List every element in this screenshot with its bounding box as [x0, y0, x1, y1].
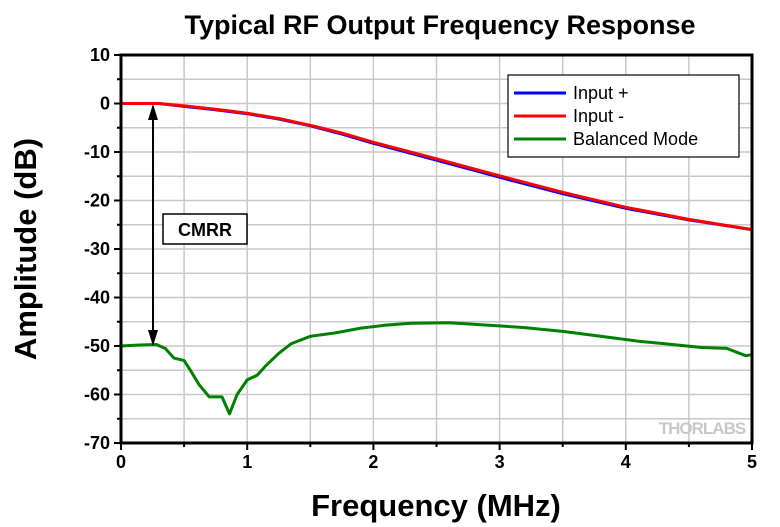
x-axis-label: Frequency (MHz) [311, 488, 561, 523]
series-line-balanced-mode [120, 321, 753, 416]
series-lines [120, 102, 753, 416]
thorlabs-watermark: THORLABS [659, 419, 746, 438]
cmrr-annotation: CMRR [148, 104, 248, 346]
cmrr-box [162, 213, 248, 245]
y-tick-label: -70 [84, 433, 110, 453]
arrow-head-up [148, 104, 158, 120]
y-tick-label: 10 [90, 45, 110, 65]
y-tick-label: -30 [84, 239, 110, 259]
legend: Input + Input - Balanced Mode [507, 74, 740, 158]
y-tick-label: -40 [84, 288, 110, 308]
x-tick-label: 4 [621, 452, 631, 472]
x-tick-label: 2 [368, 452, 378, 472]
y-tick-label: -50 [84, 336, 110, 356]
arrow-head-down [148, 330, 158, 346]
x-tick-label: 5 [747, 452, 757, 472]
cmrr-label: CMRR [178, 220, 232, 240]
x-tick-label: 0 [116, 452, 126, 472]
x-tick-label: 3 [495, 452, 505, 472]
y-tick-label: -10 [84, 142, 110, 162]
chart-title: Typical RF Output Frequency Response [184, 10, 695, 40]
y-tick-label: 0 [100, 94, 110, 114]
series-line-input- [121, 102, 753, 232]
legend-label: Input + [573, 83, 629, 103]
y-axis-label: Amplitude (dB) [8, 138, 43, 360]
x-tick-label: 1 [242, 452, 252, 472]
ticks: 0 1 2 3 4 5 10 0 -10 -20 -30 -40 -50 -60 -70 [84, 45, 757, 472]
y-tick-label: -20 [84, 191, 110, 211]
legend-label: Input - [573, 106, 624, 126]
legend-label: Balanced Mode [573, 129, 698, 149]
y-tick-label: -60 [84, 385, 110, 405]
